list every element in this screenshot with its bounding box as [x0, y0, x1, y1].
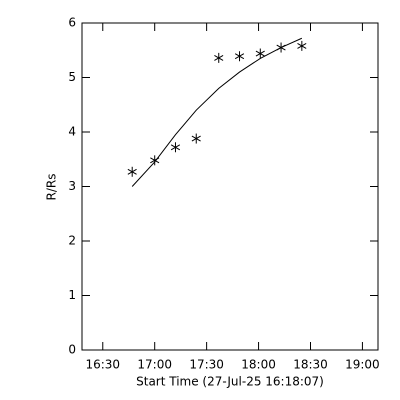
y-tick-label: 4	[68, 125, 76, 139]
asterisk-stroke	[191, 135, 201, 142]
y-axis-label: R/Rs	[45, 174, 59, 201]
asterisk-stroke	[255, 50, 265, 57]
data-point	[297, 40, 307, 51]
x-axis-label: Start Time (27-Jul-25 16:18:07)	[136, 375, 324, 389]
x-tick-label: 16:30	[85, 358, 120, 372]
asterisk-stroke	[214, 54, 224, 61]
asterisk-stroke	[127, 168, 137, 175]
data-point	[191, 133, 201, 144]
y-tick-label: 3	[68, 179, 76, 193]
x-tick-label: 17:30	[189, 358, 224, 372]
data-point	[127, 166, 137, 177]
x-tick-label: 18:00	[241, 358, 276, 372]
asterisk-stroke	[234, 53, 245, 60]
asterisk-stroke	[170, 144, 181, 151]
data-point	[214, 52, 224, 63]
data-point	[255, 48, 265, 59]
x-tick-label: 18:30	[293, 358, 328, 372]
data-point	[234, 51, 245, 62]
y-tick-label: 5	[68, 70, 76, 84]
y-tick-label: 2	[68, 234, 76, 248]
x-tick-label: 19:00	[345, 358, 380, 372]
asterisk-stroke	[297, 42, 307, 49]
data-point	[170, 142, 181, 153]
y-tick-label: 0	[68, 343, 76, 357]
fit-line	[131, 37, 303, 187]
y-tick-label: 1	[68, 288, 76, 302]
y-tick-label: 6	[68, 16, 76, 30]
x-tick-label: 17:00	[137, 358, 172, 372]
